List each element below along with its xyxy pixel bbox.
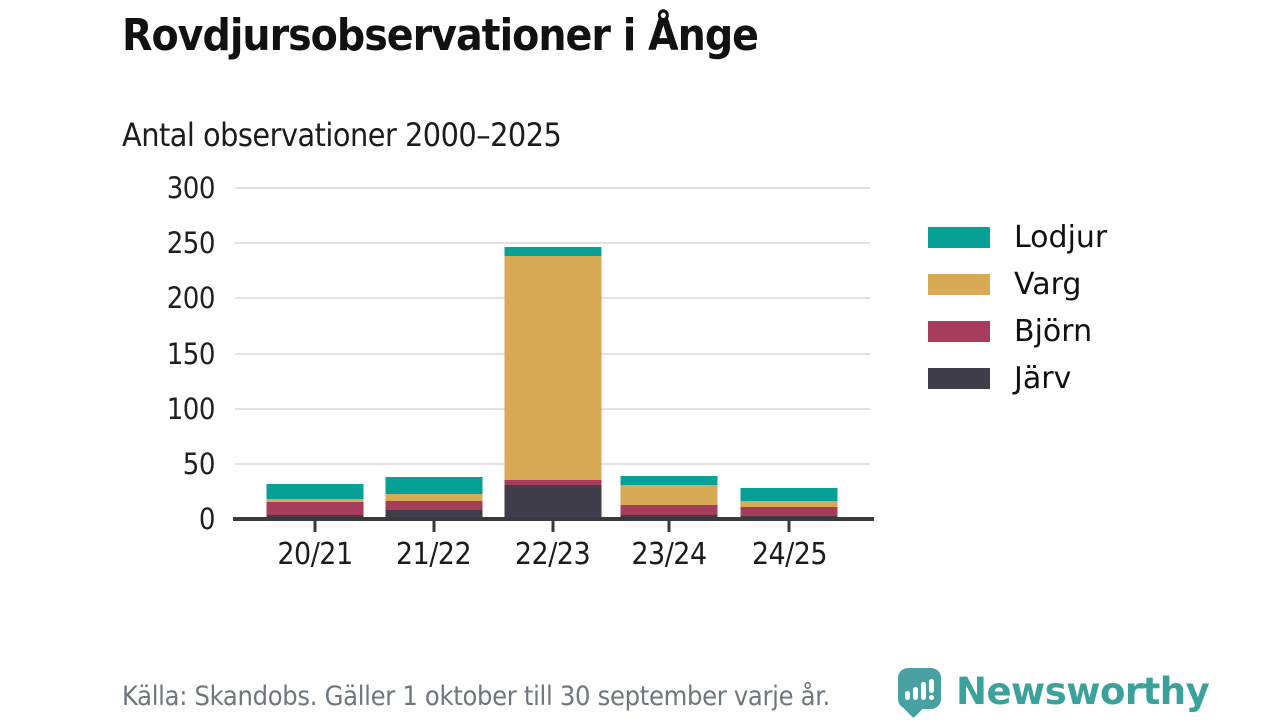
bar-segment-varg-22/23 bbox=[504, 256, 601, 481]
gridline-250 bbox=[235, 242, 870, 245]
logo-bubble bbox=[898, 668, 941, 709]
y-axis-tick-label: 250 bbox=[166, 226, 216, 261]
plot-area: 0 50 100 150 200 250 300 20/21 21/22 22/23 23/24 24… bbox=[167, 171, 874, 572]
y-axis-tick-label: 200 bbox=[166, 281, 216, 316]
bar-segment-lodjur-23/24 bbox=[620, 476, 718, 485]
logo-exclamation-icon bbox=[929, 679, 934, 700]
logo-bar-icon bbox=[921, 682, 926, 700]
x-axis-tick bbox=[313, 521, 317, 532]
y-axis-tick-label: 100 bbox=[166, 391, 216, 426]
legend-item-björn: Björn bbox=[928, 313, 1107, 350]
logo-bar-icon bbox=[905, 691, 910, 700]
bar-segment-järv-23/24 bbox=[620, 514, 718, 519]
legend: Lodjur Varg Björn Järv bbox=[928, 219, 1107, 397]
legend-label: Varg bbox=[1014, 267, 1082, 302]
bar-segment-lodjur-24/25 bbox=[740, 488, 838, 502]
y-axis-tick-label: 150 bbox=[166, 336, 216, 371]
x-axis-tick-label-21/22: 21/22 bbox=[395, 537, 472, 572]
x-axis-tick bbox=[787, 521, 791, 532]
bar-segment-lodjur-21/22 bbox=[385, 477, 482, 494]
x-axis-tick-label-23/24: 23/24 bbox=[631, 537, 707, 572]
source-note: Källa: Skandobs. Gäller 1 oktober till 3… bbox=[122, 681, 830, 712]
bar-segment-björn-21/22 bbox=[385, 501, 482, 511]
chart-subtitle: Antal observationer 2000–2025 bbox=[122, 116, 562, 154]
gridline-300 bbox=[235, 187, 870, 189]
bar-segment-järv-21/22 bbox=[385, 510, 482, 519]
x-axis-tick bbox=[667, 521, 671, 532]
bar-stack-21/22 bbox=[385, 477, 482, 519]
y-axis-tick-label: 50 bbox=[182, 446, 216, 481]
y-axis-tick-label: 0 bbox=[198, 502, 216, 536]
bar-segment-järv-22/23 bbox=[504, 484, 601, 519]
y-axis-tick-label: 300 bbox=[166, 171, 216, 205]
legend-item-lodjur: Lodjur bbox=[928, 219, 1107, 256]
legend-item-varg: Varg bbox=[928, 266, 1107, 303]
legend-item-järv: Järv bbox=[928, 360, 1107, 397]
newsworthy-logo-icon bbox=[898, 664, 942, 719]
bar-stack-22/23 bbox=[504, 246, 601, 519]
newsworthy-branding: Newsworthy bbox=[898, 664, 1210, 719]
bar-segment-varg-20/21 bbox=[266, 499, 364, 503]
bar-stack-20/21 bbox=[266, 483, 364, 519]
bar-segment-järv-20/21 bbox=[266, 514, 364, 519]
newsworthy-wordmark: Newsworthy bbox=[956, 670, 1210, 713]
x-axis-tick-label-22/23: 22/23 bbox=[514, 537, 591, 572]
bar-segment-varg-21/22 bbox=[385, 493, 482, 502]
bar-segment-varg-24/25 bbox=[740, 501, 838, 507]
bar-segment-lodjur-20/21 bbox=[266, 483, 364, 500]
x-axis-tick bbox=[432, 521, 435, 532]
bar-stack-24/25 bbox=[740, 488, 838, 519]
bar-segment-varg-23/24 bbox=[620, 484, 718, 505]
legend-swatch-järv bbox=[928, 368, 990, 389]
x-axis-tick-label-20/21: 20/21 bbox=[277, 537, 353, 572]
bar-segment-björn-24/25 bbox=[740, 506, 838, 516]
x-axis-line bbox=[233, 517, 874, 521]
legend-label: Björn bbox=[1014, 314, 1093, 349]
x-axis-tick-label-24/25: 24/25 bbox=[751, 537, 828, 572]
logo-bar-icon bbox=[913, 687, 918, 700]
bar-stack-23/24 bbox=[620, 476, 718, 519]
legend-swatch-lodjur bbox=[928, 227, 990, 248]
bar-segment-björn-22/23 bbox=[504, 480, 601, 485]
bar-segment-björn-23/24 bbox=[620, 504, 718, 515]
bar-segment-lodjur-22/23 bbox=[504, 246, 601, 257]
legend-label: Järv bbox=[1014, 361, 1072, 396]
legend-swatch-varg bbox=[928, 274, 990, 295]
x-axis-tick bbox=[551, 521, 554, 532]
bar-segment-björn-20/21 bbox=[266, 502, 364, 515]
legend-label: Lodjur bbox=[1014, 220, 1108, 255]
legend-swatch-björn bbox=[928, 321, 990, 342]
chart-title: Rovdjursobservationer i Ånge bbox=[122, 10, 759, 61]
